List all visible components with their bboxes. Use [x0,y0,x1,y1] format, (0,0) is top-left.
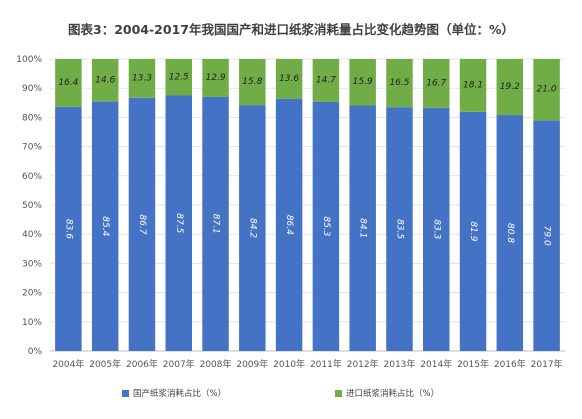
data-label-domestic: 83.6 [63,219,73,239]
data-label-domestic: 84.1 [358,218,368,238]
legend-item-import: 进口纸浆消耗占比（%） [335,387,439,399]
x-tick-label: 2017年 [531,358,563,370]
data-label-domestic: 81.9 [468,221,478,241]
x-tick-label: 2012年 [347,358,379,370]
bar-import [91,59,119,102]
data-label-domestic: 85.4 [100,216,110,236]
data-label-import: 18.1 [463,80,483,90]
data-label-domestic: 84.2 [247,218,257,238]
data-label-import: 16.4 [58,78,78,88]
x-tick-label: 2014年 [420,358,452,370]
y-tick-label: 100% [16,55,42,65]
data-label-domestic: 80.8 [505,223,515,243]
data-label-import: 15.9 [353,77,373,87]
bar-domestic [496,115,524,352]
x-tick-label: 2010年 [273,358,305,370]
data-label-import: 12.5 [169,72,189,82]
y-tick-label: 70% [22,143,42,153]
data-label-domestic: 85.3 [321,216,331,236]
y-tick-label: 0% [28,347,43,357]
bar-domestic [312,101,340,351]
bar-import [386,59,413,108]
bar-import [128,59,156,98]
bar-import [55,59,82,107]
y-tick-label: 30% [22,259,42,269]
data-label-import: 14.7 [316,75,336,85]
legend-swatch-import [335,389,342,397]
x-tick-label: 2013年 [384,358,416,370]
bar-domestic [275,98,303,351]
y-tick-label: 10% [22,318,42,328]
bar-domestic [533,120,560,351]
bar-import [275,59,303,99]
y-tick-label: 80% [22,113,42,123]
data-label-import: 13.3 [132,73,152,83]
data-label-domestic: 87.1 [211,214,221,234]
bar-import [496,59,524,116]
data-label-import: 15.8 [242,77,262,87]
data-label-domestic: 86.4 [284,215,294,235]
legend: 国产纸浆消耗占比（%） 进口纸浆消耗占比（%） [0,387,582,403]
data-label-domestic: 86.7 [137,214,147,234]
bar-domestic [128,97,156,351]
y-tick-label: 40% [22,230,42,240]
bar-import [459,59,487,112]
y-tick-label: 20% [22,289,42,299]
bar-domestic [202,96,229,351]
bar-domestic [239,105,266,351]
legend-label-import: 进口纸浆消耗占比（%） [346,389,440,399]
bar-import [533,59,560,121]
x-tick-label: 2007年 [163,358,195,370]
x-tick-label: 2004年 [52,358,84,370]
bar-domestic [386,107,413,352]
bar-domestic [349,105,376,351]
y-tick-label: 60% [22,172,42,182]
bar-domestic [423,107,450,351]
bar-domestic [55,106,82,351]
x-tick-label: 2011年 [310,358,342,370]
bar-import [349,59,376,106]
chart-title: 图表3：2004-2017年我国国产和进口纸浆消耗量占比变化趋势图（单位：%） [68,22,514,37]
data-label-import: 16.7 [426,78,446,88]
data-label-domestic: 83.3 [431,219,441,239]
legend-swatch-domestic [122,389,129,397]
y-tick-label: 50% [22,201,42,211]
legend-label-domestic: 国产纸浆消耗占比（%） [133,389,227,399]
x-tick-label: 2008年 [200,358,232,370]
bar-domestic [91,101,119,352]
data-label-domestic: 83.5 [394,219,404,239]
data-label-domestic: 79.0 [542,226,552,246]
x-tick-label: 2005年 [89,358,121,370]
bar-domestic [165,95,192,351]
data-label-import: 16.5 [389,78,409,88]
bar-import [202,59,229,97]
y-tick-label: 90% [22,84,42,94]
x-tick-label: 2016年 [494,358,526,370]
data-label-import: 21.0 [537,85,557,95]
x-tick-label: 2006年 [126,358,158,370]
legend-item-domestic: 国产纸浆消耗占比（%） [122,387,226,399]
x-tick-label: 2015年 [457,358,489,370]
data-label-domestic: 87.5 [174,213,184,233]
bar-domestic [459,111,487,352]
data-label-import: 12.9 [206,73,226,83]
data-label-import: 19.2 [500,82,520,92]
bar-import [165,59,192,96]
bar-import [312,59,340,102]
data-label-import: 14.6 [95,75,115,85]
bar-import [423,59,450,108]
x-tick-label: 2009年 [236,358,268,370]
bar-import [239,59,266,106]
data-label-import: 13.6 [279,74,299,84]
